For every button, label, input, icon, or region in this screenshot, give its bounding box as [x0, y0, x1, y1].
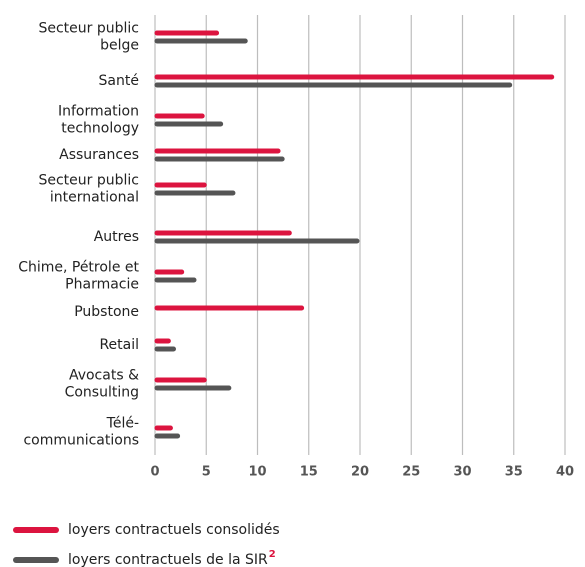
x-tick-label: 40 — [556, 465, 574, 480]
x-tick-label: 30 — [453, 465, 471, 480]
legend-label: loyers contractuels consolidés — [68, 522, 280, 538]
x-tick-label: 15 — [300, 465, 318, 480]
y-tick-label: Pubstone — [74, 304, 139, 320]
y-tick-label: Autres — [94, 229, 139, 245]
y-tick-label: Retail — [99, 337, 139, 353]
x-tick-label: 0 — [150, 465, 159, 480]
x-tick-label: 35 — [505, 465, 523, 480]
x-tick-label: 5 — [202, 465, 211, 480]
legend-label: loyers contractuels de la SIR — [68, 552, 268, 567]
y-tick-label: Avocats & Consulting — [65, 368, 139, 401]
x-tick-label: 20 — [351, 465, 369, 480]
y-tick-label: Secteur public belge — [38, 21, 139, 54]
legend-footnote: 2 — [269, 549, 276, 560]
y-tick-label: Télé-communications — [23, 416, 139, 449]
y-tick-label: Secteur public international — [38, 173, 139, 206]
x-tick-label: 25 — [402, 465, 420, 480]
x-tick-label: 10 — [248, 465, 266, 480]
y-tick-label: Santé — [99, 73, 139, 89]
y-tick-label: Information technology — [58, 104, 139, 137]
y-tick-label: Chime, Pétrole et Pharmacie — [18, 260, 139, 293]
y-tick-label: Assurances — [59, 147, 139, 163]
